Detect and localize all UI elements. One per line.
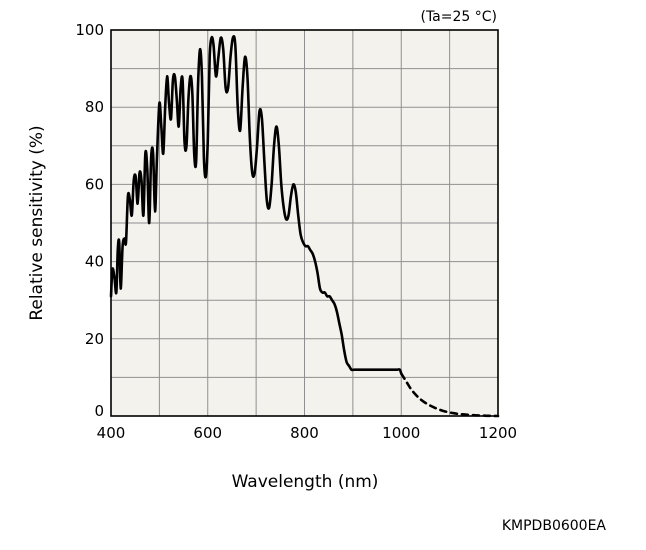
plot-frame	[110, 29, 499, 417]
sensitivity-curve-extrapolated	[399, 372, 500, 418]
y-tick-label: 80	[85, 98, 104, 116]
x-axis-title: Wavelength (nm)	[232, 472, 379, 492]
x-tick-label: 600	[193, 424, 222, 442]
y-axis-title: Relative sensitivity (%)	[27, 125, 47, 320]
temperature-condition: (Ta=25 °C)	[420, 9, 497, 25]
y-tick-label: 0	[94, 402, 104, 420]
grid	[111, 30, 498, 416]
figure-code: KMPDB0600EA	[502, 518, 607, 534]
y-tick-label: 20	[85, 330, 104, 348]
y-tick-label: 100	[75, 21, 104, 39]
tick-labels: 400 600 800 1000 1200 0 20 40 60 80 100	[75, 21, 517, 442]
x-tick-label: 800	[290, 424, 319, 442]
x-tick-label: 1200	[479, 424, 517, 442]
sensitivity-curve	[109, 34, 403, 375]
x-tick-label: 400	[97, 424, 126, 442]
y-tick-label: 40	[85, 253, 104, 271]
sensitivity-curves	[109, 34, 500, 418]
y-tick-label: 60	[85, 175, 104, 193]
x-tick-label: 1000	[382, 424, 420, 442]
